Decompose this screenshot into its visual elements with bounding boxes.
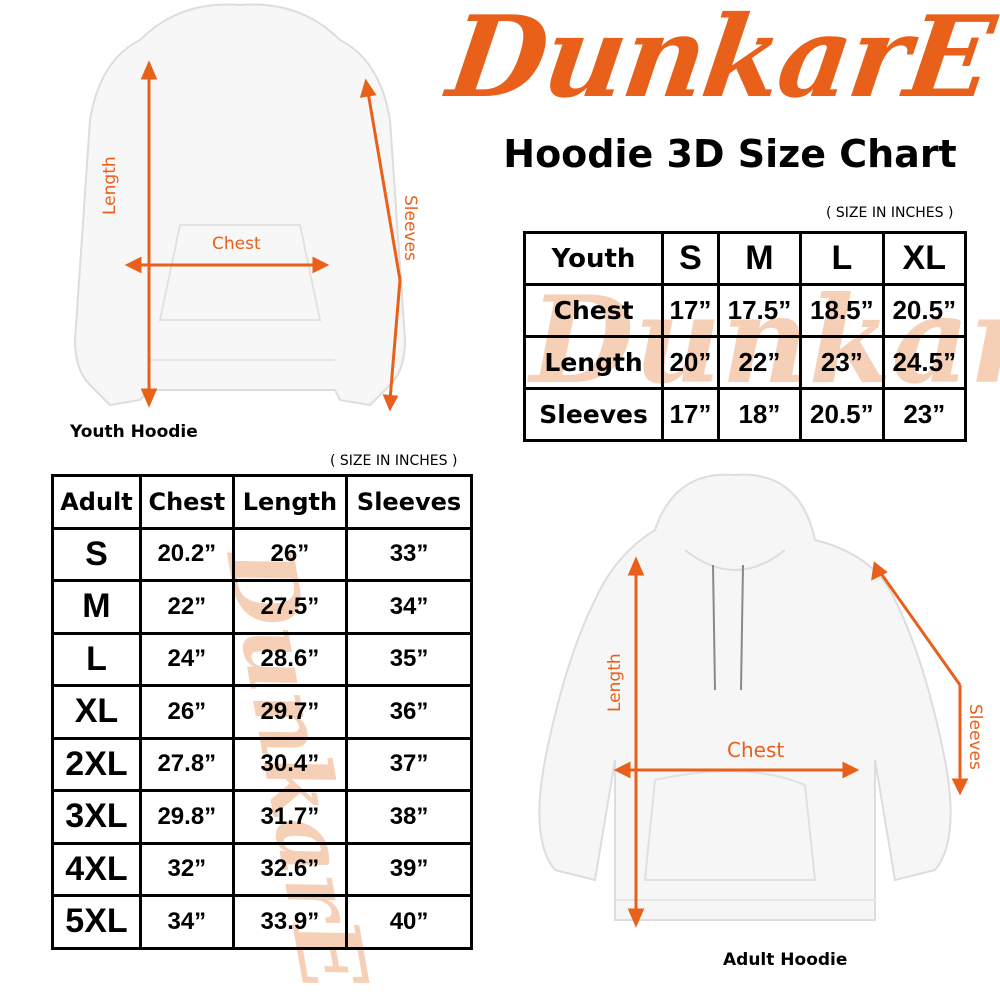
youth-hoodie-caption: Youth Hoodie bbox=[70, 422, 198, 442]
value-cell: 39” bbox=[345, 841, 473, 897]
value-cell: 33” bbox=[345, 526, 473, 582]
value-cell: 29.8” bbox=[138, 789, 235, 845]
value-cell: 23” bbox=[799, 335, 885, 390]
value-cell: 17” bbox=[661, 283, 720, 338]
value-cell: 23” bbox=[881, 387, 968, 442]
value-cell: 36” bbox=[345, 684, 473, 740]
table-row: S 20.2” 26” 33” bbox=[51, 526, 473, 582]
row-label-cell: M bbox=[51, 579, 142, 635]
value-cell: 37” bbox=[345, 736, 473, 792]
value-cell: 33.9” bbox=[231, 894, 349, 950]
value-cell: 35” bbox=[345, 631, 473, 687]
adult-size-table: Adult Chest Length Sleeves S 20.2” 26” 33” M 22” 2… bbox=[51, 474, 473, 950]
table-header-row: Adult Chest Length Sleeves bbox=[51, 474, 473, 530]
value-cell: 17” bbox=[661, 387, 720, 442]
value-cell: 22” bbox=[138, 579, 235, 635]
row-label-cell: Chest bbox=[522, 283, 665, 338]
value-cell: 27.5” bbox=[231, 579, 349, 635]
value-cell: 22” bbox=[716, 335, 803, 390]
value-cell: 24.5” bbox=[881, 335, 968, 390]
value-cell: 20.5” bbox=[799, 387, 885, 442]
header-cell: Chest bbox=[138, 474, 235, 530]
row-label-cell: 5XL bbox=[51, 894, 142, 950]
row-label-cell: S bbox=[51, 526, 142, 582]
table-row: M 22” 27.5” 34” bbox=[51, 579, 473, 635]
value-cell: 17.5” bbox=[716, 283, 803, 338]
row-label-cell: 3XL bbox=[51, 789, 142, 845]
value-cell: 24” bbox=[138, 631, 235, 687]
table-row: XL 26” 29.7” 36” bbox=[51, 684, 473, 740]
value-cell: 30.4” bbox=[231, 736, 349, 792]
value-cell: 26” bbox=[231, 526, 349, 582]
value-cell: 18.5” bbox=[799, 283, 885, 338]
adult-chest-label: Chest bbox=[727, 738, 785, 762]
header-cell: M bbox=[716, 231, 803, 286]
header-cell: Youth bbox=[522, 231, 665, 286]
youth-unit-note: ( SIZE IN INCHES ) bbox=[826, 205, 954, 221]
value-cell: 20.5” bbox=[881, 283, 968, 338]
table-row: 3XL 29.8” 31.7” 38” bbox=[51, 789, 473, 845]
value-cell: 38” bbox=[345, 789, 473, 845]
table-row: 5XL 34” 33.9” 40” bbox=[51, 894, 473, 950]
header-cell: S bbox=[661, 231, 720, 286]
table-row: Sleeves 17” 18” 20.5” 23” bbox=[522, 387, 968, 442]
value-cell: 34” bbox=[345, 579, 473, 635]
row-label-cell: 2XL bbox=[51, 736, 142, 792]
header-cell: Length bbox=[231, 474, 349, 530]
adult-sleeves-label: Sleeves bbox=[965, 704, 985, 770]
table-header-row: Youth S M L XL bbox=[522, 231, 968, 286]
value-cell: 27.8” bbox=[138, 736, 235, 792]
value-cell: 20” bbox=[661, 335, 720, 390]
brand-logo: DunkarE bbox=[440, 0, 1000, 123]
value-cell: 32” bbox=[138, 841, 235, 897]
youth-length-label: Length bbox=[100, 156, 120, 215]
youth-chest-label: Chest bbox=[212, 234, 261, 254]
page-title: Hoodie 3D Size Chart bbox=[503, 132, 957, 176]
header-cell: XL bbox=[881, 231, 968, 286]
adult-hoodie-caption: Adult Hoodie bbox=[723, 950, 848, 970]
row-label-cell: 4XL bbox=[51, 841, 142, 897]
value-cell: 34” bbox=[138, 894, 235, 950]
value-cell: 28.6” bbox=[231, 631, 349, 687]
youth-hoodie-image bbox=[73, 3, 407, 412]
table-row: 4XL 32” 32.6” 39” bbox=[51, 841, 473, 897]
row-label-cell: XL bbox=[51, 684, 142, 740]
youth-sleeves-label: Sleeves bbox=[400, 195, 420, 261]
value-cell: 29.7” bbox=[231, 684, 349, 740]
adult-hoodie-image bbox=[538, 473, 969, 928]
adult-length-label: Length bbox=[605, 653, 625, 712]
header-cell: Sleeves bbox=[345, 474, 473, 530]
table-row: Length 20” 22” 23” 24.5” bbox=[522, 335, 968, 390]
row-label-cell: Length bbox=[522, 335, 665, 390]
value-cell: 26” bbox=[138, 684, 235, 740]
row-label-cell: Sleeves bbox=[522, 387, 665, 442]
value-cell: 32.6” bbox=[231, 841, 349, 897]
adult-unit-note: ( SIZE IN INCHES ) bbox=[330, 453, 458, 469]
header-cell: Adult bbox=[51, 474, 142, 530]
table-row: L 24” 28.6” 35” bbox=[51, 631, 473, 687]
value-cell: 18” bbox=[716, 387, 803, 442]
value-cell: 40” bbox=[345, 894, 473, 950]
youth-size-table: Youth S M L XL Chest 17” 17.5” 18.5” 20.5” Length 2… bbox=[522, 231, 968, 442]
value-cell: 31.7” bbox=[231, 789, 349, 845]
header-cell: L bbox=[799, 231, 885, 286]
value-cell: 20.2” bbox=[138, 526, 235, 582]
row-label-cell: L bbox=[51, 631, 142, 687]
table-row: Chest 17” 17.5” 18.5” 20.5” bbox=[522, 283, 968, 338]
table-row: 2XL 27.8” 30.4” 37” bbox=[51, 736, 473, 792]
